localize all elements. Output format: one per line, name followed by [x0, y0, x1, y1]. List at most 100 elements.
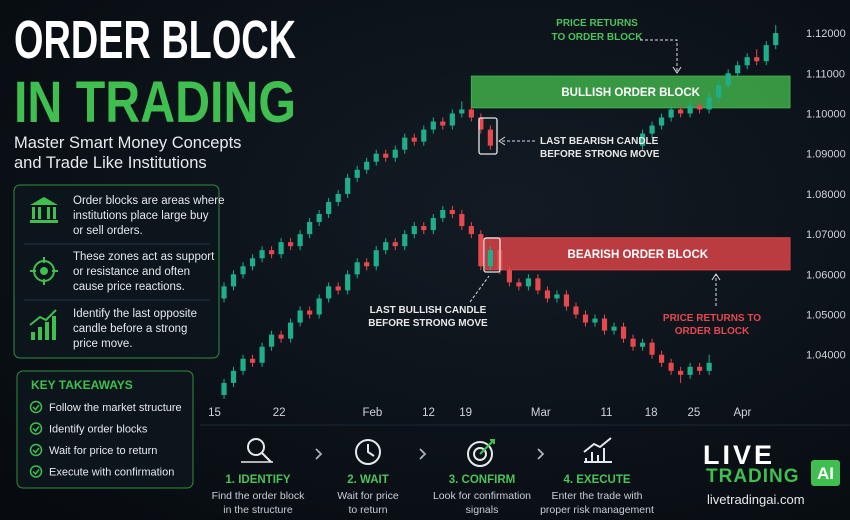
step-desc: Wait for price — [337, 490, 399, 502]
candle-body — [230, 370, 237, 383]
candle-body — [364, 161, 370, 170]
candle-body — [421, 226, 427, 231]
y-tick-label: 1.07000 — [806, 229, 846, 241]
x-tick-label: 15 — [208, 407, 221, 419]
annotation: PRICE RETURNS TO — [663, 313, 761, 324]
step-title: 3. CONFIRM — [449, 474, 515, 486]
candle-body — [297, 234, 303, 247]
info-text: Identify the last opposite — [73, 308, 197, 320]
candle-body — [687, 105, 693, 114]
candle-body — [411, 226, 417, 235]
candle-body — [278, 242, 284, 255]
candle-body — [535, 278, 541, 291]
candle-body — [544, 290, 551, 299]
candle-body — [249, 258, 256, 267]
subtitle: Master Smart Money Concepts — [14, 134, 241, 152]
candle-body — [639, 133, 646, 146]
candle-body — [706, 362, 712, 371]
candle-body — [430, 218, 436, 231]
candle-body — [649, 125, 655, 134]
candle-body — [478, 234, 484, 267]
candle-body — [706, 97, 712, 110]
candle-body — [288, 242, 294, 247]
takeaways-title: KEY TAKEAWAYS — [31, 378, 133, 392]
candle-body — [307, 310, 313, 315]
candle-body — [345, 177, 351, 194]
target-icon — [473, 447, 487, 461]
candle-body — [249, 358, 256, 363]
bank-icon — [30, 197, 58, 223]
title: ORDER BLOCK — [14, 10, 296, 70]
candle-body — [468, 109, 474, 118]
candle-body — [326, 286, 332, 299]
candle-body — [316, 298, 322, 315]
candle-body — [230, 274, 237, 287]
candle-body — [326, 201, 332, 215]
info-text: Order blocks are areas where — [73, 195, 224, 207]
info-text: candle before a strong — [73, 323, 187, 335]
step-desc: proper risk management — [540, 504, 654, 516]
growth-icon — [29, 309, 57, 340]
candle-body — [221, 382, 227, 395]
zone-label: BEARISH ORDER BLOCK — [568, 249, 709, 261]
candle-body — [440, 209, 446, 219]
candle-body — [307, 222, 313, 235]
x-tick-label: 22 — [273, 407, 286, 419]
x-tick-label: 25 — [688, 407, 701, 419]
candle-body — [402, 234, 408, 247]
title: IN TRADING — [14, 70, 296, 135]
annotation: LAST BEARISH CANDLE — [540, 136, 659, 147]
y-tick-label: 1.06000 — [806, 269, 846, 281]
annotation: BEFORE STRONG MOVE — [540, 149, 660, 160]
candle-body — [364, 262, 370, 267]
highlight-box — [483, 237, 501, 273]
check-icon — [32, 426, 40, 433]
info-text: cause price reactions. — [73, 281, 185, 293]
candle-body — [268, 250, 275, 255]
candle-body — [411, 137, 417, 142]
candle-body — [421, 129, 427, 142]
candle-body — [658, 354, 665, 363]
candle-body — [487, 250, 493, 267]
magnifier-icon — [247, 438, 265, 456]
takeaway-item: Follow the market structure — [49, 402, 182, 414]
info-text: or sell orders. — [73, 225, 143, 237]
candle-body — [506, 270, 512, 283]
info-text: These zones act as support — [73, 251, 215, 263]
y-tick-label: 1.12000 — [806, 28, 846, 40]
check-icon — [29, 400, 43, 414]
check-icon — [32, 404, 40, 411]
annotation: LAST BULLISH CANDLE — [370, 305, 487, 316]
candle-body — [744, 57, 750, 66]
candle-body — [697, 366, 703, 371]
candle-body — [678, 109, 684, 114]
candle-body — [697, 105, 703, 110]
candle-body — [563, 294, 570, 307]
step-title: 4. EXECUTE — [563, 474, 630, 486]
check-icon — [32, 469, 40, 476]
arrow-head — [711, 273, 721, 281]
candle-body — [335, 286, 341, 291]
x-tick-label: Apr — [733, 407, 751, 419]
candle-body — [468, 226, 474, 235]
candle-body — [449, 209, 455, 215]
candle-body — [601, 318, 608, 331]
candle-body — [278, 334, 284, 339]
candle-body — [735, 65, 741, 74]
check-icon — [29, 422, 43, 435]
candle-body — [678, 370, 684, 375]
candle-body — [288, 322, 294, 339]
x-tick-label: 18 — [645, 407, 658, 419]
candle-body — [383, 242, 389, 251]
takeaway-item: Identify order blocks — [49, 424, 148, 436]
candle-body — [345, 274, 351, 291]
candle-body — [716, 85, 722, 98]
check-icon — [32, 447, 40, 454]
candle-body — [335, 193, 341, 202]
candle-body — [639, 342, 646, 347]
step-desc: Find the order block — [212, 490, 306, 502]
candle-body — [630, 338, 636, 347]
y-tick-label: 1.08000 — [806, 189, 846, 201]
